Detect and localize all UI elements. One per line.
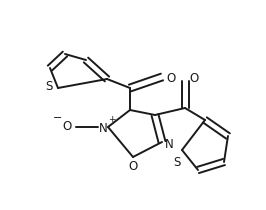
Text: N: N (99, 122, 107, 134)
Text: O: O (166, 71, 176, 84)
Text: O: O (189, 72, 199, 85)
Text: S: S (173, 155, 181, 168)
Text: +: + (108, 116, 116, 125)
Text: O: O (62, 121, 72, 134)
Text: O: O (128, 160, 138, 172)
Text: S: S (45, 80, 53, 93)
Text: −: − (53, 113, 63, 123)
Text: N: N (165, 139, 173, 151)
